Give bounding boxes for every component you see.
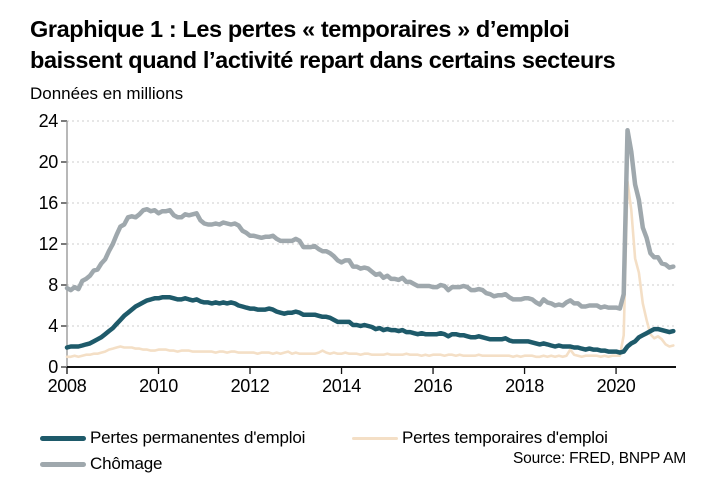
x-tick-label: 2016 xyxy=(413,376,453,396)
y-tick-label: 12 xyxy=(38,234,59,254)
units-note: Données en millions xyxy=(30,84,184,103)
legend-line-gray xyxy=(40,461,86,467)
line-chart xyxy=(61,120,676,374)
x-tick-label: 2008 xyxy=(47,376,87,396)
x-tick-label: 2018 xyxy=(505,376,544,396)
legend-line-teal xyxy=(40,435,86,441)
y-tick-label: 8 xyxy=(48,275,58,295)
page-title: Graphique 1 : Les pertes « temporaires »… xyxy=(30,14,710,76)
page-title-line1: Graphique 1 : Les pertes « temporaires »… xyxy=(30,16,570,42)
legend-label: Pertes permanentes d'emploi xyxy=(90,428,306,447)
y-tick-label: 16 xyxy=(38,193,59,213)
legend-line-peach xyxy=(352,436,398,440)
legend-item-chomage: Chômage xyxy=(40,454,163,473)
page-title-line2: baissent quand l’activité repart dans ce… xyxy=(30,47,616,73)
source-note: Source: FRED, BNPP AM xyxy=(513,450,686,467)
series-line-pertes-temporaires-d-emploi xyxy=(65,180,675,359)
legend-item-pertes-temporaires: Pertes temporaires d'emploi xyxy=(352,428,608,447)
legend-item-pertes-permanentes: Pertes permanentes d'emploi xyxy=(40,428,306,447)
legend-label: Pertes temporaires d'emploi xyxy=(402,428,608,447)
y-tick-label: 20 xyxy=(38,152,59,172)
x-tick-label: 2014 xyxy=(322,376,361,396)
legend-label: Chômage xyxy=(90,454,163,473)
series-line-pertes-permanentes-d-emploi xyxy=(64,295,676,355)
y-tick-label: 4 xyxy=(48,316,58,336)
x-tick-label: 2020 xyxy=(596,376,636,396)
y-tick-label: 0 xyxy=(48,357,58,377)
y-tick-label: 24 xyxy=(38,111,59,131)
x-tick-label: 2010 xyxy=(139,376,178,396)
series-line-ch-mage xyxy=(64,127,676,311)
x-tick-label: 2012 xyxy=(230,376,270,396)
